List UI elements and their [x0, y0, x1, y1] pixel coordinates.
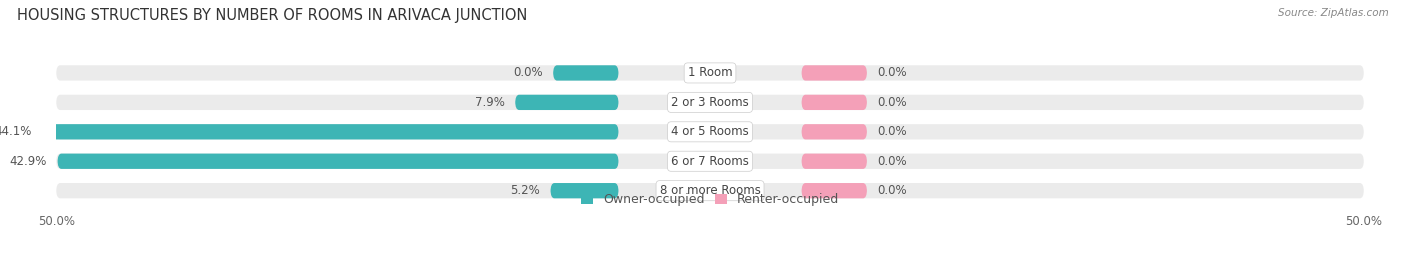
Text: 44.1%: 44.1%	[0, 125, 31, 138]
FancyBboxPatch shape	[56, 95, 1364, 110]
Text: 42.9%: 42.9%	[10, 155, 46, 168]
FancyBboxPatch shape	[58, 154, 619, 169]
Text: 0.0%: 0.0%	[513, 66, 543, 79]
Text: 1 Room: 1 Room	[688, 66, 733, 79]
Text: 6 or 7 Rooms: 6 or 7 Rooms	[671, 155, 749, 168]
FancyBboxPatch shape	[56, 154, 1364, 169]
FancyBboxPatch shape	[801, 124, 868, 139]
Text: 5.2%: 5.2%	[510, 184, 540, 197]
Text: 8 or more Rooms: 8 or more Rooms	[659, 184, 761, 197]
FancyBboxPatch shape	[801, 154, 868, 169]
FancyBboxPatch shape	[56, 124, 1364, 139]
Text: 0.0%: 0.0%	[877, 125, 907, 138]
Text: 4 or 5 Rooms: 4 or 5 Rooms	[671, 125, 749, 138]
FancyBboxPatch shape	[801, 65, 868, 81]
Text: 2 or 3 Rooms: 2 or 3 Rooms	[671, 96, 749, 109]
FancyBboxPatch shape	[551, 183, 619, 198]
Text: 0.0%: 0.0%	[877, 184, 907, 197]
FancyBboxPatch shape	[801, 183, 868, 198]
FancyBboxPatch shape	[42, 124, 619, 139]
Text: 0.0%: 0.0%	[877, 66, 907, 79]
FancyBboxPatch shape	[553, 65, 619, 81]
Text: Source: ZipAtlas.com: Source: ZipAtlas.com	[1278, 8, 1389, 18]
Text: 0.0%: 0.0%	[877, 155, 907, 168]
FancyBboxPatch shape	[515, 95, 619, 110]
FancyBboxPatch shape	[801, 95, 868, 110]
Text: HOUSING STRUCTURES BY NUMBER OF ROOMS IN ARIVACA JUNCTION: HOUSING STRUCTURES BY NUMBER OF ROOMS IN…	[17, 8, 527, 23]
Text: 7.9%: 7.9%	[475, 96, 505, 109]
Text: 0.0%: 0.0%	[877, 96, 907, 109]
FancyBboxPatch shape	[56, 183, 1364, 198]
Legend: Owner-occupied, Renter-occupied: Owner-occupied, Renter-occupied	[575, 188, 845, 211]
FancyBboxPatch shape	[56, 65, 1364, 81]
